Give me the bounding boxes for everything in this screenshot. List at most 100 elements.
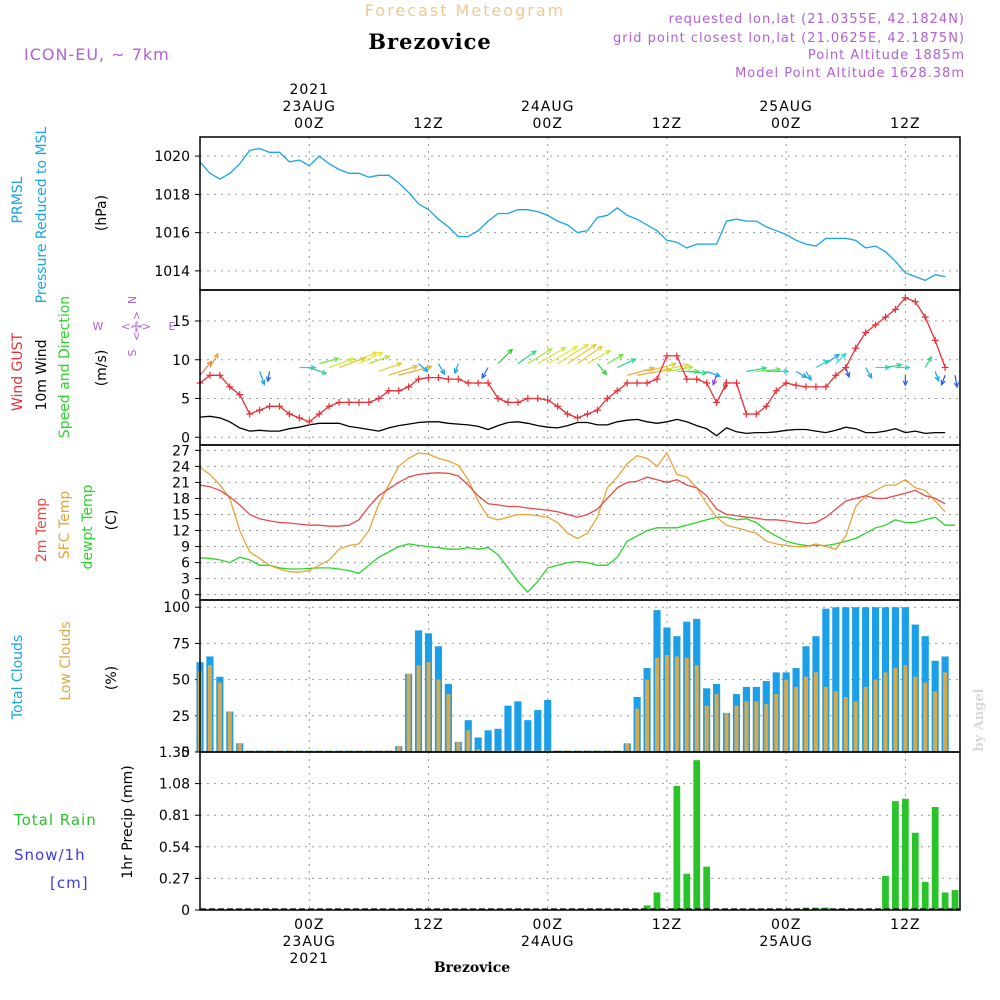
- wind-gust-point: [415, 375, 423, 383]
- wind-gust-point: [583, 410, 591, 418]
- time-label-bottom: 12Z: [413, 917, 443, 933]
- time-label-top: 12Z: [652, 116, 682, 132]
- wind-gust-point: [226, 383, 234, 391]
- time-label-top: 2021: [289, 82, 329, 98]
- total-cloud-bar: [524, 720, 532, 752]
- panel-clouds: 0 25 50 75 100: [163, 600, 960, 761]
- wind-arrow: [865, 367, 873, 380]
- wind-arrow: [547, 345, 579, 365]
- y-tick-label: 1016: [154, 226, 190, 242]
- panel-frame: [199, 444, 961, 601]
- y-tick-label: 0: [181, 430, 190, 446]
- y-tick-label: 0.27: [159, 871, 190, 887]
- low-cloud-bar: [476, 749, 481, 752]
- wind-arrow: [885, 362, 903, 369]
- time-label-bottom: 23AUG: [283, 934, 337, 950]
- wind-arrow: [924, 355, 932, 368]
- wind-gust-point: [881, 313, 889, 321]
- wind-gust-point: [514, 398, 522, 406]
- wind-arrow: [358, 351, 384, 365]
- y-tick-label: 6: [181, 556, 190, 572]
- wind-gust-point: [464, 379, 472, 387]
- point-altitude: Point Altitude 1885m: [808, 48, 965, 63]
- wind-arrow: [537, 346, 567, 365]
- low-cloud-bar: [704, 705, 709, 752]
- wind-arrow: [259, 371, 266, 386]
- y-tick-label: 50: [172, 673, 190, 689]
- low-cloud-bar: [853, 701, 858, 752]
- wind-gust-point: [891, 305, 899, 313]
- low-cloud-bar: [734, 705, 739, 752]
- low-cloud-bar: [903, 665, 908, 752]
- wind-gust-point: [723, 379, 731, 387]
- wind-gust-point: [424, 374, 432, 382]
- wind-gust-point: [663, 352, 671, 360]
- rain-bar: [683, 873, 691, 910]
- wind-gust-point: [256, 406, 264, 414]
- wind-gust-point: [275, 402, 283, 410]
- wind-arrow: [527, 348, 553, 365]
- wind-arrow: [328, 357, 355, 369]
- low-cloud-bar: [664, 655, 669, 752]
- low-cloud-bar: [625, 743, 630, 752]
- wind-gust-point: [266, 402, 274, 410]
- low-cloud-bar: [416, 665, 421, 752]
- wind-gust-point: [564, 410, 572, 418]
- rain-bar: [941, 892, 949, 910]
- time-label-top: 24AUG: [521, 99, 575, 115]
- y-tick-label: 18: [172, 491, 190, 507]
- low-cloud-bar: [813, 672, 818, 752]
- wind-gust-point: [732, 379, 740, 387]
- wind-gust-point: [355, 398, 363, 406]
- wind-arrow: [348, 351, 379, 365]
- low-cloud-bar: [823, 686, 828, 752]
- low-cloud-bar: [446, 694, 451, 752]
- y-tick-label: 1020: [154, 149, 190, 165]
- time-label-top: 12Z: [413, 116, 443, 132]
- wind-arrow: [805, 371, 812, 382]
- wind-arrow: [437, 363, 446, 376]
- time-label-bottom: 12Z: [890, 917, 920, 933]
- snow-unit-label: [cm]: [50, 874, 89, 892]
- time-label-top: 00Z: [294, 116, 324, 132]
- wind-arrow: [706, 370, 722, 378]
- low-cloud-bar: [227, 711, 232, 752]
- low-cloud-bar: [794, 686, 799, 752]
- model-name: ICON-EU, ~ 7km: [24, 45, 170, 64]
- wind-gust-point: [832, 371, 840, 379]
- wind-gust-point: [683, 375, 691, 383]
- time-label-bottom: 00Z: [533, 917, 563, 933]
- wind-gust-label: Wind GUST: [10, 332, 26, 411]
- low-cloud-bar: [207, 665, 212, 752]
- wind-gust-point: [444, 375, 452, 383]
- wind-gust-point: [802, 383, 810, 391]
- wind-arrow: [895, 364, 911, 371]
- y-tick-label: 25: [172, 709, 190, 725]
- low-cloud-bar: [893, 668, 898, 752]
- low-cloud-bar: [804, 676, 808, 752]
- y-tick-label: 12: [172, 524, 190, 540]
- wind-arrow: [557, 343, 590, 365]
- wind-arrow: [388, 364, 419, 376]
- low-clouds-label: Low Clouds: [58, 621, 74, 700]
- low-cloud-bar: [744, 701, 749, 752]
- y-tick-label: 0: [181, 745, 190, 761]
- y-tick-label: 1018: [154, 187, 190, 203]
- wind-gust-point: [395, 387, 403, 395]
- clouds-unit: (%): [104, 666, 120, 690]
- wind-gust-point: [345, 398, 353, 406]
- wind-gust-point: [613, 387, 621, 395]
- wind-arrow: [567, 343, 597, 365]
- wind-gust-point: [931, 336, 939, 344]
- snow-label: Snow/1h: [14, 846, 86, 864]
- wind-arrow: [378, 362, 403, 372]
- time-label-bottom: 24AUG: [521, 934, 575, 950]
- total-cloud-bar: [862, 607, 870, 752]
- wind-arrow: [265, 371, 272, 383]
- wind-gust-series-line: [199, 297, 946, 423]
- pressure-label-long: Pressure Reduced to MSL: [34, 126, 50, 303]
- y-tick-label: 1014: [154, 264, 190, 280]
- wind-gust-point: [633, 379, 641, 387]
- time-label-bottom: 12Z: [652, 917, 682, 933]
